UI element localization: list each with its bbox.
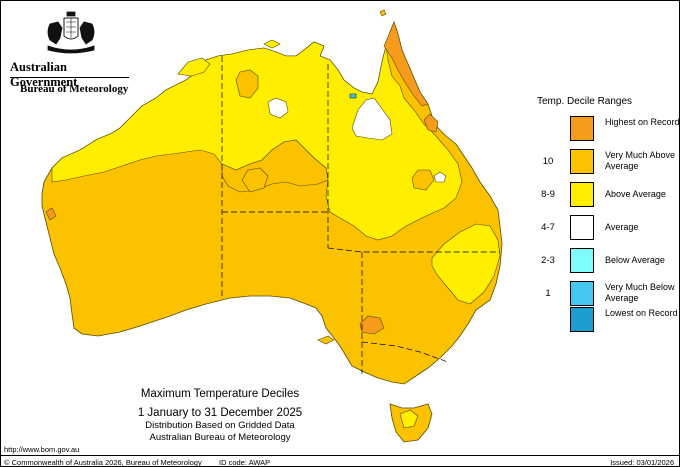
island-rect <box>349 93 357 99</box>
legend-item: 10 Very Much Above Average <box>536 149 676 174</box>
legend-swatch <box>570 215 594 240</box>
copyright-notice: © Commonwealth of Australia 2026, Bureau… <box>4 458 202 467</box>
island-small-ne <box>379 9 387 17</box>
above-average-kimberley <box>177 57 211 77</box>
legend-label: Lowest on Record <box>605 308 678 318</box>
legend-label: Highest on Record <box>605 117 680 127</box>
very-much-above-patch-qld <box>411 169 435 191</box>
average-patch-gulf <box>351 97 393 141</box>
kangaroo-island <box>317 335 335 345</box>
record-high-patch-wa <box>45 207 57 221</box>
legend-range: 10 <box>542 156 554 167</box>
state-borders <box>221 56 500 374</box>
legend-swatch <box>570 116 594 141</box>
issued-date: Issued: 03/01/2026 <box>610 458 674 467</box>
average-patch-small <box>433 171 447 183</box>
legend-range: 1 <box>545 288 551 299</box>
record-high-qld-coast <box>383 21 429 107</box>
melville-island <box>263 39 281 49</box>
legend-swatch <box>570 281 594 306</box>
government-name: Australian Government <box>10 60 78 89</box>
legend-item: 1 Very Much Below Average <box>536 281 676 306</box>
very-much-above-patch-arnhem <box>235 69 259 99</box>
average-patch-1 <box>267 97 289 119</box>
legend-item: 4-7 Average <box>536 215 676 240</box>
coat-of-arms-icon <box>47 11 95 54</box>
legend-range: 2-3 <box>541 255 555 266</box>
legend-range: 8-9 <box>541 189 555 200</box>
logo-divider <box>10 77 129 78</box>
legend-label: Average <box>605 222 639 232</box>
legend-label: Very Much Below Average <box>605 282 675 303</box>
website-url: http://www.bom.gov.au <box>4 445 80 454</box>
footer-divider <box>0 455 680 456</box>
legend-label: Below Average <box>605 255 665 265</box>
above-average-east <box>431 223 501 305</box>
bureau-name: Bureau of Meteorology <box>20 83 129 95</box>
map-period: 1 January to 31 December 2025 <box>137 407 303 419</box>
map-subtitle-1: Distribution Based on Gridded Data <box>145 420 295 431</box>
map-title: Maximum Temperature Deciles <box>140 388 300 400</box>
tasmania-above <box>399 409 419 429</box>
map-caption: Maximum Temperature Deciles 1 January to… <box>128 387 312 443</box>
legend-swatch <box>570 149 594 174</box>
legend-item: Highest on Record <box>536 116 680 141</box>
record-high-patch-qld-2 <box>423 113 439 133</box>
legend-swatch <box>570 307 594 332</box>
legend-swatch <box>570 248 594 273</box>
map-subtitle-2: Australian Bureau of Meteorology <box>149 431 291 443</box>
legend-title: Temp. Decile Ranges <box>537 96 633 107</box>
government-logo: Australian Government Bureau of Meteorol… <box>10 10 132 100</box>
legend-swatch <box>570 182 594 207</box>
very-much-above-patch-tanami <box>241 167 269 193</box>
legend-label: Above Average <box>605 189 666 199</box>
legend-item: 2-3 Below Average <box>536 248 676 273</box>
legend-label: Very Much Above Average <box>605 150 676 171</box>
record-high-patch-sa <box>359 315 385 335</box>
legend-item: 8-9 Above Average <box>536 182 676 207</box>
id-code: ID code: AWAP <box>219 458 271 467</box>
legend-item: Lowest on Record <box>536 307 678 332</box>
legend-range: 4-7 <box>541 222 555 233</box>
